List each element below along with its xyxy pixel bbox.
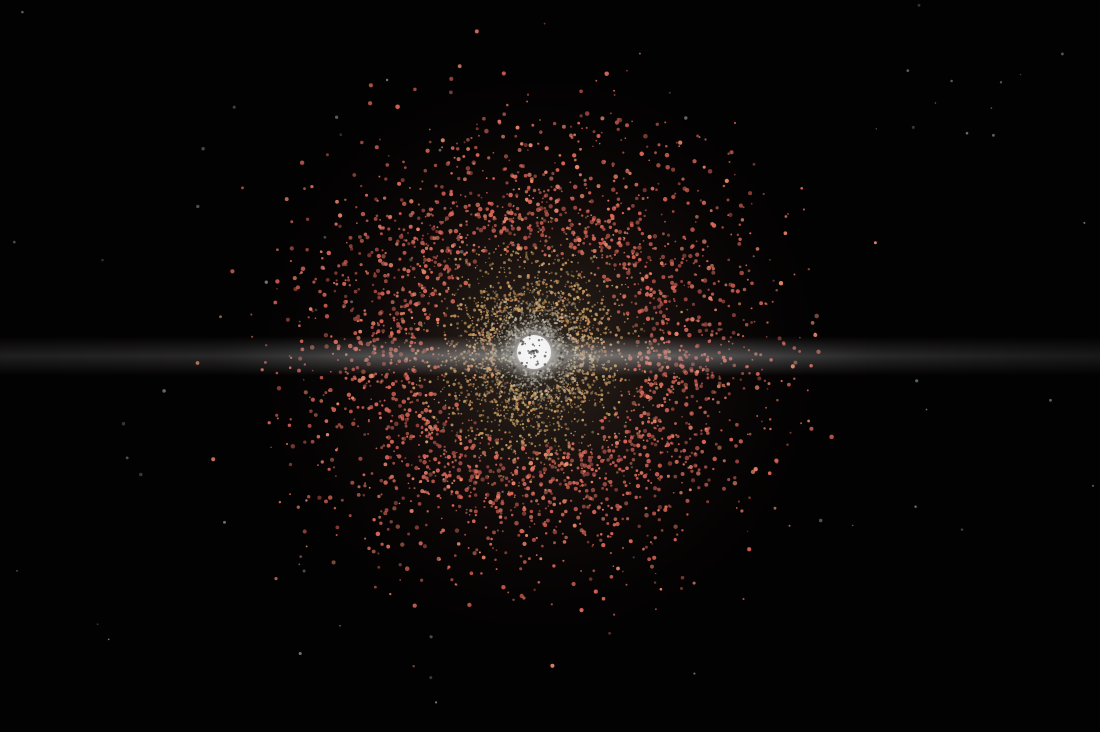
core-debris-dots [506,324,564,382]
